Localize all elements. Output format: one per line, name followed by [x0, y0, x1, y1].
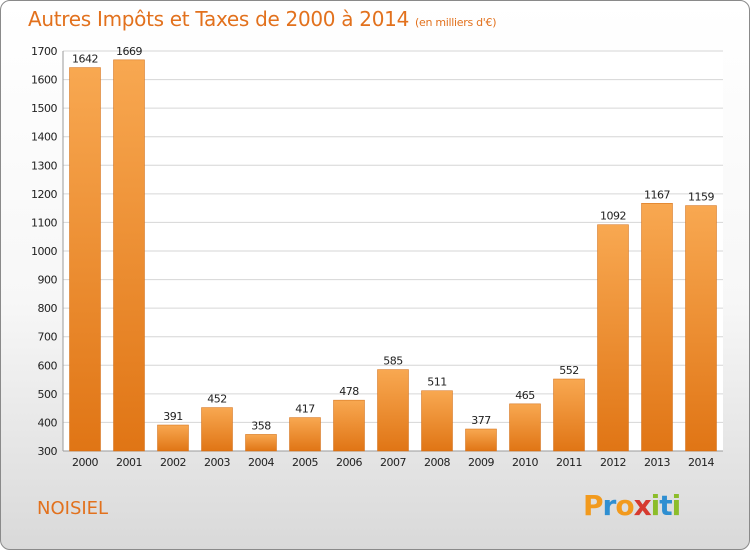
chart-subtitle: (en milliers d'€)	[415, 16, 497, 29]
y-tick-label: 1200	[31, 188, 57, 201]
bar-2007	[377, 369, 409, 452]
x-tick-label: 2005	[292, 456, 318, 469]
y-tick-label: 900	[38, 274, 58, 287]
bar-2005	[289, 417, 321, 452]
bar-2002	[157, 424, 189, 452]
data-label: 377	[471, 414, 491, 427]
x-tick-label: 2000	[72, 456, 98, 469]
bar-2001	[113, 59, 145, 452]
y-tick-label: 1700	[31, 45, 57, 58]
data-label: 585	[383, 355, 403, 368]
bar-2008	[421, 390, 453, 452]
x-tick-label: 2014	[688, 456, 714, 469]
y-tick-label: 700	[38, 331, 58, 344]
bar-2009	[465, 428, 497, 452]
x-tick-label: 2011	[556, 456, 582, 469]
data-label: 552	[559, 364, 579, 377]
y-tick-label: 600	[38, 359, 58, 372]
x-tick-label: 2007	[380, 456, 406, 469]
y-tick-label: 800	[38, 302, 58, 315]
y-tick-label: 1500	[31, 102, 57, 115]
bar-2003	[201, 407, 233, 452]
y-tick-label: 1100	[31, 216, 57, 229]
x-tick-label: 2008	[424, 456, 450, 469]
y-tick-label: 400	[38, 416, 58, 429]
bar-2006	[333, 399, 365, 452]
y-tick-label: 1300	[31, 159, 57, 172]
data-label: 1159	[688, 191, 714, 204]
x-tick-label: 2003	[204, 456, 230, 469]
data-label: 1167	[644, 188, 670, 201]
y-tick-label: 1400	[31, 131, 57, 144]
logo-letter: i	[671, 489, 682, 522]
logo-letter: t	[659, 489, 672, 522]
logo-letter: x	[633, 489, 652, 522]
data-label: 478	[339, 385, 359, 398]
bar-2004	[245, 434, 277, 452]
logo-letter: o	[615, 489, 634, 522]
proxiti-logo: Proxiti	[583, 489, 682, 522]
data-label: 1092	[600, 210, 626, 223]
data-label: 1669	[116, 45, 142, 58]
chart-title: Autres Impôts et Taxes de 2000 à 2014	[28, 7, 409, 31]
data-label: 358	[251, 419, 271, 432]
x-tick-label: 2009	[468, 456, 494, 469]
x-tick-label: 2012	[600, 456, 626, 469]
bar-2014	[685, 205, 717, 452]
y-tick-label: 1600	[31, 74, 57, 87]
y-tick-label: 1000	[31, 245, 57, 258]
data-label: 1642	[72, 53, 98, 66]
y-tick-label: 500	[38, 388, 58, 401]
y-tick-label: 300	[38, 445, 58, 458]
data-label: 465	[515, 389, 535, 402]
bar-2000	[69, 67, 101, 452]
data-label: 452	[207, 393, 227, 406]
bar-2010	[509, 403, 541, 452]
logo-letter: P	[583, 489, 604, 522]
data-label: 391	[163, 410, 183, 423]
chart-title-block: Autres Impôts et Taxes de 2000 à 2014 (en…	[28, 7, 496, 31]
data-label: 417	[295, 403, 315, 416]
data-label: 511	[427, 376, 447, 389]
logo-letter: r	[602, 489, 617, 522]
bar-2011	[553, 378, 585, 452]
bar-2013	[641, 203, 673, 452]
bar-2012	[597, 224, 629, 452]
x-tick-label: 2013	[644, 456, 670, 469]
x-tick-label: 2006	[336, 456, 362, 469]
logo-letter: i	[650, 489, 661, 522]
x-tick-label: 2001	[116, 456, 142, 469]
location-name: NOISIEL	[37, 498, 109, 519]
x-tick-label: 2004	[248, 456, 274, 469]
x-tick-label: 2010	[512, 456, 538, 469]
x-tick-label: 2002	[160, 456, 186, 469]
